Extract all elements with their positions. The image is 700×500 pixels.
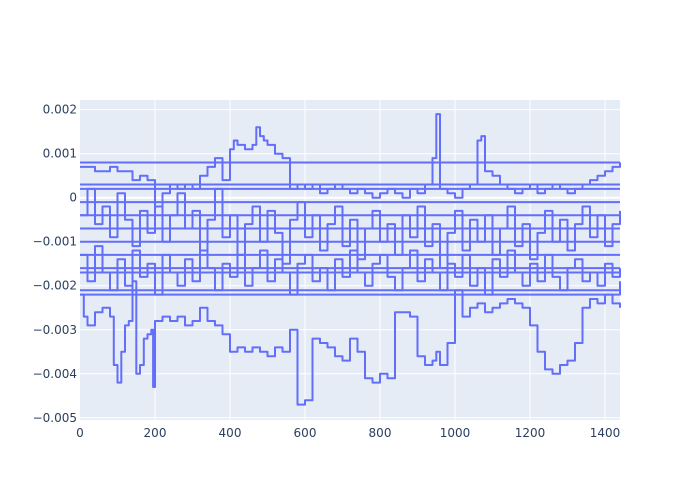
y-tick-label: −0.003 bbox=[33, 323, 77, 337]
y-tick-label: 0.002 bbox=[43, 103, 77, 117]
y-tick-label: −0.002 bbox=[33, 279, 77, 293]
series-layer bbox=[80, 113, 621, 406]
series-line-15 bbox=[80, 281, 621, 296]
x-tick-label: 1000 bbox=[440, 426, 471, 440]
y-tick-label: 0.001 bbox=[43, 147, 77, 161]
x-tick-label: 600 bbox=[294, 426, 317, 440]
y-tick-label: 0 bbox=[69, 191, 77, 205]
x-tick-label: 1200 bbox=[515, 426, 546, 440]
x-axis-ticks: 0 200 400 600 800 1000 1200 1400 bbox=[76, 426, 620, 440]
x-tick-label: 0 bbox=[76, 426, 84, 440]
series-line-1 bbox=[80, 280, 621, 406]
x-tick-label: 800 bbox=[369, 426, 392, 440]
y-axis-ticks: 0.002 0.001 0 −0.001 −0.002 −0.003 −0.004 −0.00… bbox=[33, 103, 77, 425]
y-tick-label: −0.001 bbox=[33, 235, 77, 249]
x-tick-label: 400 bbox=[219, 426, 242, 440]
y-tick-label: −0.005 bbox=[33, 411, 77, 425]
y-tick-label: −0.004 bbox=[33, 367, 77, 381]
x-tick-label: 1400 bbox=[590, 426, 621, 440]
x-tick-label: 200 bbox=[144, 426, 167, 440]
